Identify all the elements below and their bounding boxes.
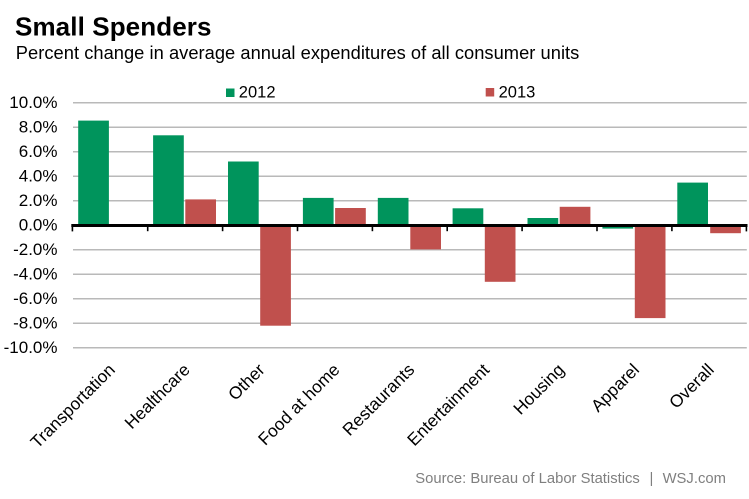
svg-text:WSJ.com: WSJ.com [663, 471, 726, 487]
svg-text:2.0%: 2.0% [19, 191, 58, 210]
svg-text:-10.0%: -10.0% [4, 338, 58, 357]
svg-text:-6.0%: -6.0% [13, 289, 57, 308]
svg-text:Percent change in average annu: Percent change in average annual expendi… [16, 42, 580, 63]
svg-text:Small Spenders: Small Spenders [15, 11, 212, 41]
svg-text:-8.0%: -8.0% [13, 314, 57, 333]
svg-text:0.0%: 0.0% [19, 216, 58, 235]
svg-text:-4.0%: -4.0% [13, 265, 57, 284]
svg-text:2012: 2012 [239, 84, 276, 102]
svg-text:10.0%: 10.0% [9, 93, 57, 112]
svg-text:2013: 2013 [499, 84, 536, 102]
svg-text:-2.0%: -2.0% [13, 240, 57, 259]
svg-text:4.0%: 4.0% [19, 167, 58, 186]
svg-text:8.0%: 8.0% [19, 118, 58, 137]
svg-text:|: | [649, 471, 653, 487]
svg-text:Source: Bureau of Labor Statis: Source: Bureau of Labor Statistics [415, 471, 640, 487]
svg-text:6.0%: 6.0% [19, 142, 58, 161]
